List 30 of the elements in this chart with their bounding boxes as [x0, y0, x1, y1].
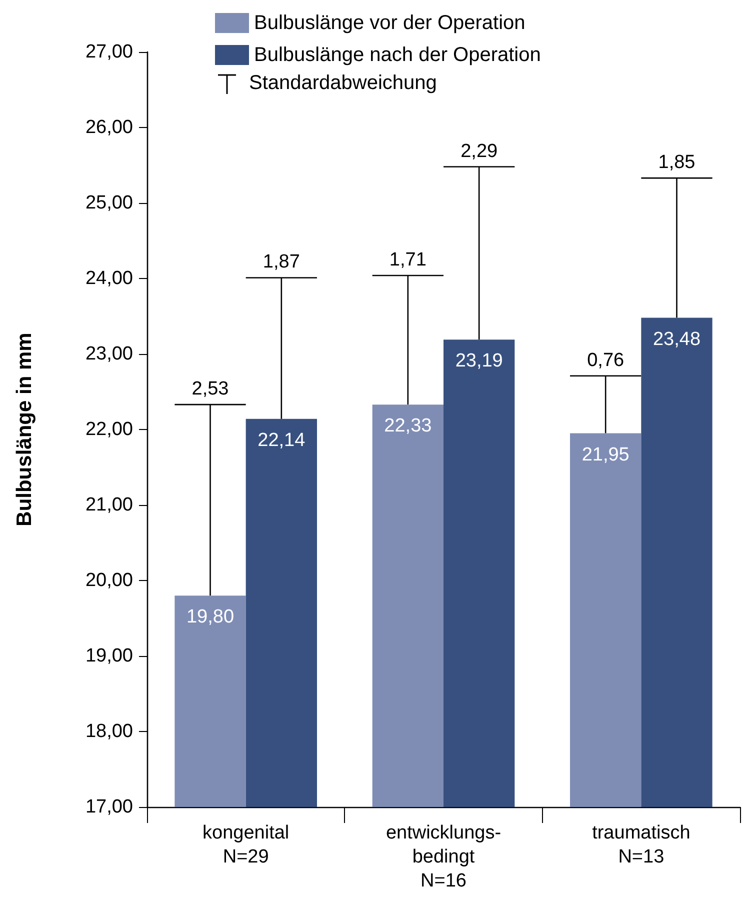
annotation: 2,29 [460, 140, 498, 162]
legend-label: Bulbuslänge nach der Operation [254, 44, 541, 66]
x-tick-label: traumatisch N=13 [592, 822, 690, 868]
y-tick-label: 24,00 [85, 268, 133, 289]
data-label: 23,48 [652, 328, 701, 350]
y-tick-label: 22,00 [85, 419, 133, 440]
y-tick-label: 21,00 [85, 494, 133, 516]
annotation: 1,87 [262, 252, 300, 273]
y-tick-label: 27,00 [85, 42, 133, 62]
data-label: 22,14 [258, 430, 306, 451]
annotation: 1,71 [389, 249, 426, 270]
x-tick-label: kongenital N=29 [202, 822, 290, 868]
data-label: 19,80 [186, 606, 234, 628]
data-label: 23,19 [455, 350, 503, 372]
annotation: Standardabweichung [249, 72, 437, 95]
data-label: 21,95 [582, 444, 630, 466]
y-axis-title: Bulbuslänge in mm [13, 332, 36, 526]
y-tick-label: 26,00 [85, 117, 133, 138]
annotation: 2,53 [192, 378, 229, 400]
y-tick-label: 20,00 [85, 570, 133, 591]
data-label: 22,33 [384, 416, 432, 437]
y-tick-label: 25,00 [85, 192, 133, 214]
annotation: 0,76 [587, 350, 624, 371]
legend-label: Bulbuslänge vor der Operation [254, 12, 526, 34]
y-tick-label: 17,00 [85, 796, 133, 818]
annotation: 1,85 [658, 152, 696, 174]
y-tick-label: 18,00 [85, 721, 133, 742]
x-tick-label: entwicklungs- bedingt N=16 [386, 822, 502, 892]
y-tick-label: 23,00 [85, 344, 133, 364]
y-tick-label: 19,00 [85, 646, 133, 666]
